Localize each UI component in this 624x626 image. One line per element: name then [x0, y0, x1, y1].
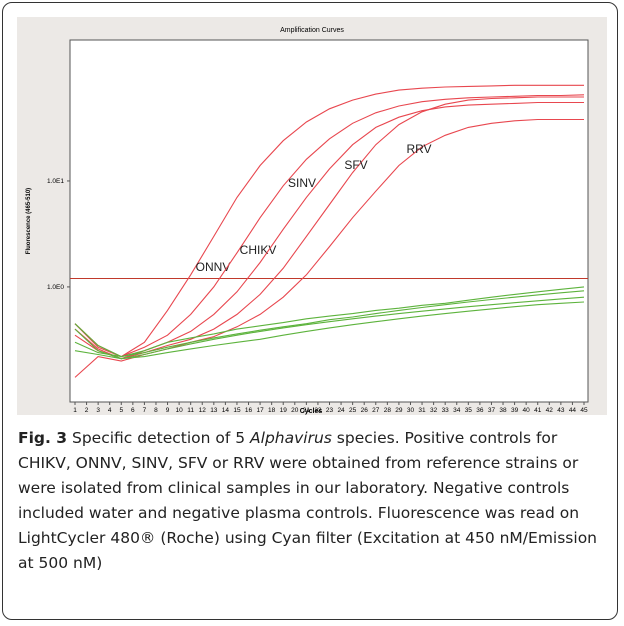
x-tick-label: 31: [418, 407, 426, 414]
x-tick-label: 43: [557, 407, 565, 414]
x-tick-label: 28: [384, 407, 392, 414]
x-tick-label: 21: [303, 407, 311, 414]
curve-label: SINV: [288, 176, 316, 190]
series-line: [74, 96, 584, 360]
x-tick-label: 26: [361, 407, 369, 414]
x-tick-label: 13: [210, 407, 218, 414]
plot-area: [69, 39, 589, 403]
y-tick-label: 1.0E1: [47, 178, 64, 185]
x-tick-label: 9: [166, 407, 170, 414]
x-tick-label: 7: [143, 407, 147, 414]
chart-title: Amplification Curves: [280, 27, 344, 34]
x-tick-label: 18: [268, 407, 276, 414]
x-tick-label: 1: [73, 407, 77, 414]
caption-text: Specific detection of 5: [67, 429, 251, 447]
x-tick-label: 10: [175, 407, 183, 414]
x-tick-label: 27: [372, 407, 380, 414]
series-line: [74, 290, 585, 358]
x-tick-label: 16: [245, 407, 253, 414]
x-tick-label: 20: [291, 407, 299, 414]
x-tick-label: 37: [488, 407, 496, 414]
series-line: [74, 296, 585, 360]
x-tick-label: 34: [453, 407, 461, 414]
x-tick-label: 5: [119, 407, 123, 414]
x-tick-label: 17: [256, 407, 264, 414]
x-tick-label: 23: [326, 407, 334, 414]
x-tick-label: 4: [108, 407, 112, 414]
series-line: [74, 301, 585, 360]
caption: Fig. 3 Specific detection of 5 Alphaviru…: [18, 426, 610, 576]
x-tick-label: 19: [280, 407, 288, 414]
x-tick-label: 6: [131, 407, 135, 414]
caption-label: Fig. 3: [18, 429, 68, 447]
curve-label: CHIKV: [240, 243, 277, 257]
curve-label: ONNV: [196, 260, 231, 274]
x-tick-label: 32: [430, 407, 438, 414]
series-line: [74, 286, 585, 358]
x-tick-label: 29: [395, 407, 403, 414]
x-tick-label: 11: [187, 407, 194, 414]
x-axis-label: Cycles: [300, 408, 323, 415]
x-tick-label: 14: [222, 407, 230, 414]
x-tick-label: 8: [154, 407, 158, 414]
curve-label: RRV: [406, 142, 431, 156]
x-tick-label: 45: [580, 407, 588, 414]
x-tick-label: 30: [407, 407, 415, 414]
x-tick-label: 42: [546, 407, 554, 414]
x-tick-label: 36: [476, 407, 484, 414]
caption-text: species. Positive controls for CHIKV, ON…: [18, 429, 597, 572]
series-line: [74, 94, 585, 358]
x-tick-label: 12: [199, 407, 207, 414]
x-tick-label: 22: [314, 407, 322, 414]
x-tick-label: 24: [337, 407, 345, 414]
y-axis-label: Fluorescence (465-510): [26, 188, 32, 254]
x-tick-label: 35: [465, 407, 473, 414]
caption-italic: Alphavirus: [250, 429, 332, 447]
x-tick-label: 3: [96, 407, 100, 414]
x-tick-label: 33: [442, 407, 450, 414]
x-tick-label: 41: [534, 407, 542, 414]
x-tick-label: 38: [499, 407, 507, 414]
x-tick-label: 15: [233, 407, 241, 414]
x-tick-label: 39: [511, 407, 519, 414]
curve-label: SFV: [344, 158, 367, 172]
chart: Amplification Curves Cycles Fluorescence…: [17, 17, 607, 415]
y-tick-label: 1.0E0: [47, 284, 64, 291]
x-tick-label: 40: [523, 407, 531, 414]
series-line: [74, 84, 584, 358]
x-tick-label: 25: [349, 407, 357, 414]
figure-frame: [2, 2, 618, 620]
x-tick-label: 2: [85, 407, 89, 414]
x-tick-label: 44: [569, 407, 577, 414]
